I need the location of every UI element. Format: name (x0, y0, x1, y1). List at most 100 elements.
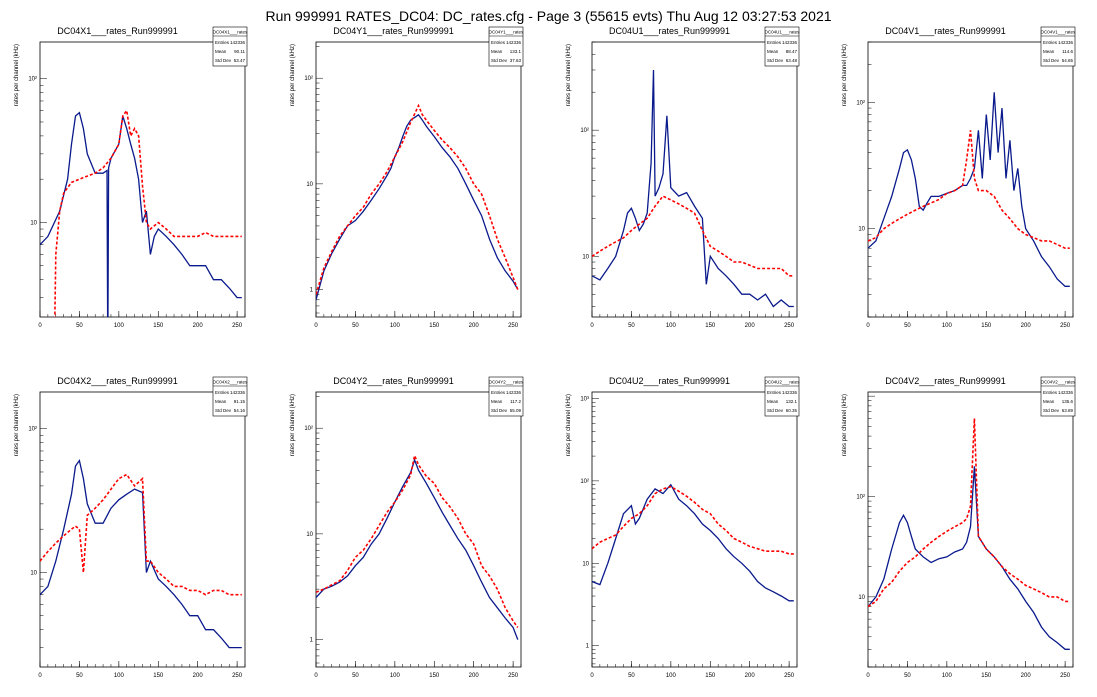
x-tick-label: 200 (469, 323, 480, 329)
y-tick-label: 10² (304, 426, 313, 432)
x-tick-label: 150 (705, 673, 716, 679)
stats-label: Std Dev (767, 58, 784, 63)
panel-title: DC04Y2___rates_Run999991 (333, 376, 454, 386)
stats-name: DC04Y1___rates (489, 30, 524, 35)
stats-label: Entries (491, 390, 506, 395)
plot-frame (39, 41, 246, 318)
series-line-blue (316, 113, 519, 300)
series-line-blue (592, 69, 794, 308)
y-tick-label: 1 (310, 288, 314, 294)
series-line-red (316, 103, 519, 295)
stats-label: Std Dev (215, 408, 232, 413)
x-tick-label: 150 (981, 673, 992, 679)
panel-title: DC04X1___rates_Run999991 (57, 26, 178, 36)
chart-panel-y2: DC04Y2___rates_Run999991 0 50 100 150 200 250 1… (290, 376, 524, 679)
chart-panel-v1: DC04V1___rates_Run999991 0 50 100 150 200 250 1… (842, 26, 1076, 329)
stats-label: Mean (767, 399, 779, 404)
stats-name: DC04X2___rates (213, 380, 248, 385)
series-line-red (868, 418, 1070, 608)
y-axis-label: rates per channel (kHz) (566, 44, 572, 106)
series-line-blue (316, 458, 519, 640)
x-tick-label: 0 (314, 323, 318, 329)
stats-value: 142336 (230, 40, 246, 45)
y-tick-label: 10² (28, 427, 37, 433)
x-tick-label: 0 (866, 673, 870, 679)
stats-label: Entries (1043, 40, 1058, 45)
chart-panel-x1: DC04X1___rates_Run999991 0 50 100 150 200 250 1… (14, 26, 248, 329)
stats-value: 63.89 (1062, 408, 1074, 413)
stats-value: 54.16 (234, 408, 246, 413)
x-tick-label: 0 (590, 323, 594, 329)
x-tick-label: 0 (38, 323, 42, 329)
panel-title: DC04V1___rates_Run999991 (885, 26, 1006, 36)
x-tick-label: 100 (390, 673, 401, 679)
stats-value: 63.48 (786, 58, 798, 63)
plot-frame (591, 391, 798, 668)
stats-value: 37.63 (510, 58, 522, 63)
stats-label: Entries (767, 390, 782, 395)
stats-value: 142336 (782, 40, 798, 45)
y-tick-label: 10 (858, 595, 865, 601)
panel-title: DC04Y1___rates_Run999991 (333, 26, 454, 36)
y-tick-label: 10 (858, 227, 865, 233)
stats-value: 54.65 (1062, 58, 1074, 63)
series-line-red (54, 108, 242, 317)
x-tick-label: 0 (590, 673, 594, 679)
stats-label: Entries (215, 390, 230, 395)
x-tick-label: 100 (666, 323, 677, 329)
page-title: Run 999991 RATES_DC04: DC_rates.cfg - Pa… (265, 8, 832, 24)
plot-frame (39, 391, 246, 668)
panel-title: DC04U1___rates_Run999991 (609, 26, 730, 36)
series-line-blue (868, 92, 1070, 287)
stats-label: Mean (215, 49, 227, 54)
series-line-blue (40, 459, 242, 649)
series-line-blue (592, 483, 794, 602)
chart-panel-v2: DC04V2___rates_Run999991 0 50 100 150 200 250 1… (842, 376, 1076, 679)
stats-label: Mean (491, 49, 503, 54)
series-line-red (592, 195, 794, 277)
panel-title: DC04V2___rates_Run999991 (885, 376, 1006, 386)
stats-name: DC04U2___rates (765, 380, 801, 385)
x-tick-label: 250 (1060, 323, 1071, 329)
stats-value: 53.47 (234, 58, 246, 63)
x-tick-label: 150 (153, 673, 164, 679)
x-tick-label: 250 (232, 673, 243, 679)
y-axis-label: rates per channel (kHz) (290, 44, 296, 106)
x-tick-label: 50 (76, 323, 83, 329)
x-tick-label: 100 (114, 673, 125, 679)
y-tick-label: 1 (310, 638, 314, 644)
stats-value: 117.2 (510, 399, 521, 404)
y-axis-label: rates per channel (kHz) (14, 44, 20, 106)
x-tick-label: 150 (705, 323, 716, 329)
stats-name: DC04X1___rates (213, 30, 248, 35)
y-tick-label: 10 (30, 570, 37, 576)
stats-name: DC04Y2___rates (489, 380, 524, 385)
y-axis-label: rates per channel (kHz) (290, 394, 296, 456)
x-tick-label: 50 (628, 323, 635, 329)
y-tick-label: 10 (30, 220, 37, 226)
stats-label: Std Dev (1043, 408, 1060, 413)
stats-value: 142336 (1058, 40, 1074, 45)
x-tick-label: 150 (429, 673, 440, 679)
series-line-red (868, 130, 1070, 249)
stats-label: Std Dev (215, 58, 232, 63)
x-tick-label: 250 (508, 323, 519, 329)
stats-label: Entries (1043, 390, 1058, 395)
x-tick-label: 200 (193, 673, 204, 679)
panel-title: DC04X2___rates_Run999991 (57, 376, 178, 386)
y-tick-label: 10² (856, 495, 865, 501)
stats-value: 88.47 (786, 49, 798, 54)
y-tick-label: 10 (582, 561, 589, 567)
x-tick-label: 50 (352, 323, 359, 329)
stats-label: Mean (1043, 49, 1055, 54)
stats-label: Mean (1043, 399, 1055, 404)
stats-label: Std Dev (1043, 58, 1060, 63)
series-line-red (316, 452, 519, 628)
stats-label: Std Dev (491, 408, 508, 413)
